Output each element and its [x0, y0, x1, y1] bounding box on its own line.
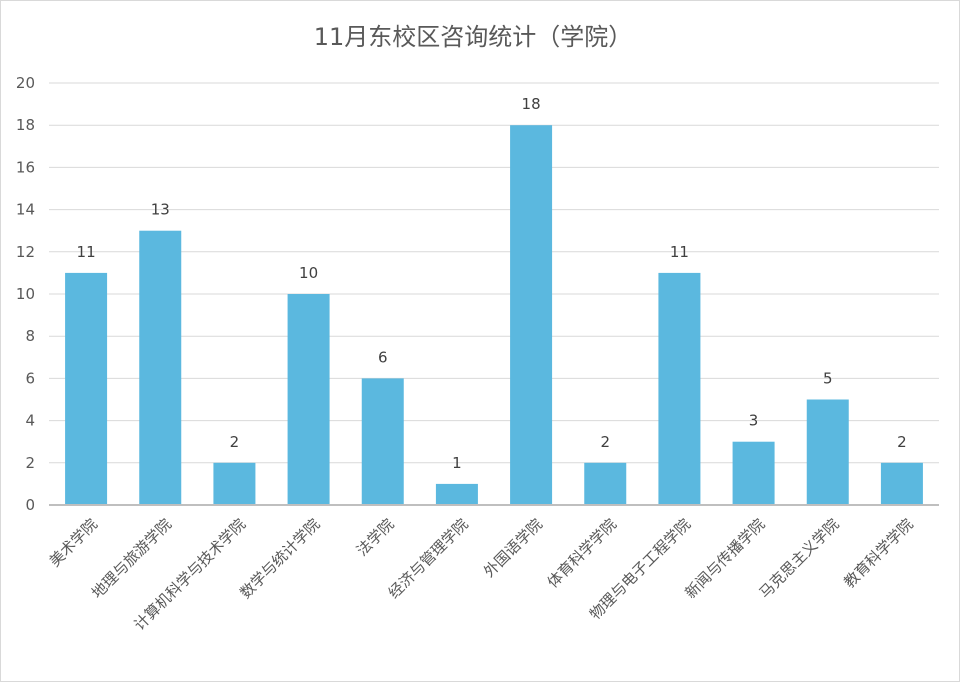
x-tick-label: 马克思主义学院 [756, 515, 843, 602]
data-label: 1 [452, 454, 462, 472]
y-tick-label: 4 [25, 412, 35, 430]
y-tick-label: 14 [16, 201, 35, 219]
data-label: 18 [522, 95, 541, 113]
bar [732, 441, 775, 505]
y-tick-label: 18 [16, 116, 35, 134]
x-tick-label: 美术学院 [46, 515, 101, 570]
bar [65, 272, 108, 505]
y-tick-label: 6 [25, 369, 35, 387]
data-label: 2 [600, 433, 610, 451]
y-axis-ticks: 0 2 4 6 8 10 12 14 16 18 20 [16, 74, 35, 514]
data-label: 2 [230, 433, 240, 451]
bar [806, 399, 849, 505]
x-tick-label: 教育科学学院 [840, 515, 916, 591]
data-labels: 11 13 2 10 6 1 18 2 11 3 5 2 [77, 95, 907, 472]
data-label: 6 [378, 348, 388, 366]
y-tick-label: 10 [16, 285, 35, 303]
x-tick-label: 经济与管理学院 [385, 515, 472, 602]
data-label: 3 [749, 412, 759, 430]
bar [139, 230, 182, 505]
x-tick-label: 体育科学学院 [544, 515, 620, 591]
bars [65, 125, 923, 505]
bar [658, 272, 701, 505]
bar [880, 462, 923, 505]
bar [361, 378, 404, 505]
y-tick-label: 16 [16, 158, 35, 176]
bar [584, 462, 627, 505]
data-label: 13 [151, 201, 170, 219]
x-tick-label: 外国语学院 [480, 515, 546, 581]
y-tick-label: 0 [25, 496, 35, 514]
data-label: 11 [670, 243, 689, 261]
y-tick-label: 20 [16, 74, 35, 92]
chart-title: 11月东校区咨询统计（学院） [314, 23, 633, 51]
y-tick-label: 2 [25, 454, 35, 472]
data-label: 10 [299, 264, 318, 282]
gridlines [49, 82, 939, 464]
bar [510, 125, 553, 505]
x-tick-label: 法学院 [353, 515, 398, 560]
y-tick-label: 12 [16, 243, 35, 261]
bar [435, 483, 478, 505]
data-label: 2 [897, 433, 907, 451]
bar [213, 462, 256, 505]
data-label: 5 [823, 370, 833, 388]
x-tick-label: 数学与统计学院 [236, 515, 323, 602]
y-tick-label: 8 [25, 327, 35, 345]
bar [287, 294, 330, 505]
data-label: 11 [77, 243, 96, 261]
